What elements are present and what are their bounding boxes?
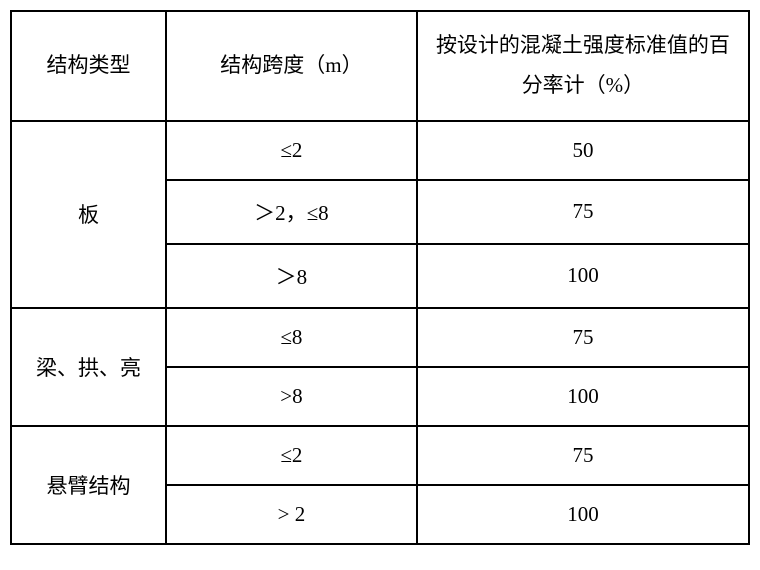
type-cell: 梁、拱、亮 [11,308,166,426]
structure-table: 结构类型 结构跨度（m） 按设计的混凝土强度标准值的百分率计（%） 板≤250＞… [10,10,750,545]
span-cell: ≤2 [166,121,417,180]
percent-cell: 100 [417,485,749,544]
table-row: 板≤250 [11,121,749,180]
span-cell: ≤2 [166,426,417,485]
span-cell: ≤8 [166,308,417,367]
span-cell: >8 [166,367,417,426]
table-row: 梁、拱、亮≤875 [11,308,749,367]
col-header-percent: 按设计的混凝土强度标准值的百分率计（%） [417,11,749,121]
span-cell: > 2 [166,485,417,544]
span-cell: ＞8 [166,244,417,308]
percent-cell: 75 [417,308,749,367]
table-row: 悬臂结构≤275 [11,426,749,485]
percent-cell: 100 [417,367,749,426]
col-header-type: 结构类型 [11,11,166,121]
type-cell: 悬臂结构 [11,426,166,544]
table-body: 板≤250＞2，≤875＞8100梁、拱、亮≤875>8100悬臂结构≤275>… [11,121,749,544]
percent-cell: 75 [417,180,749,244]
col-header-span: 结构跨度（m） [166,11,417,121]
percent-cell: 50 [417,121,749,180]
span-cell: ＞2，≤8 [166,180,417,244]
table-header-row: 结构类型 结构跨度（m） 按设计的混凝土强度标准值的百分率计（%） [11,11,749,121]
type-cell: 板 [11,121,166,308]
percent-cell: 100 [417,244,749,308]
table-container: 结构类型 结构跨度（m） 按设计的混凝土强度标准值的百分率计（%） 板≤250＞… [10,10,750,545]
percent-cell: 75 [417,426,749,485]
